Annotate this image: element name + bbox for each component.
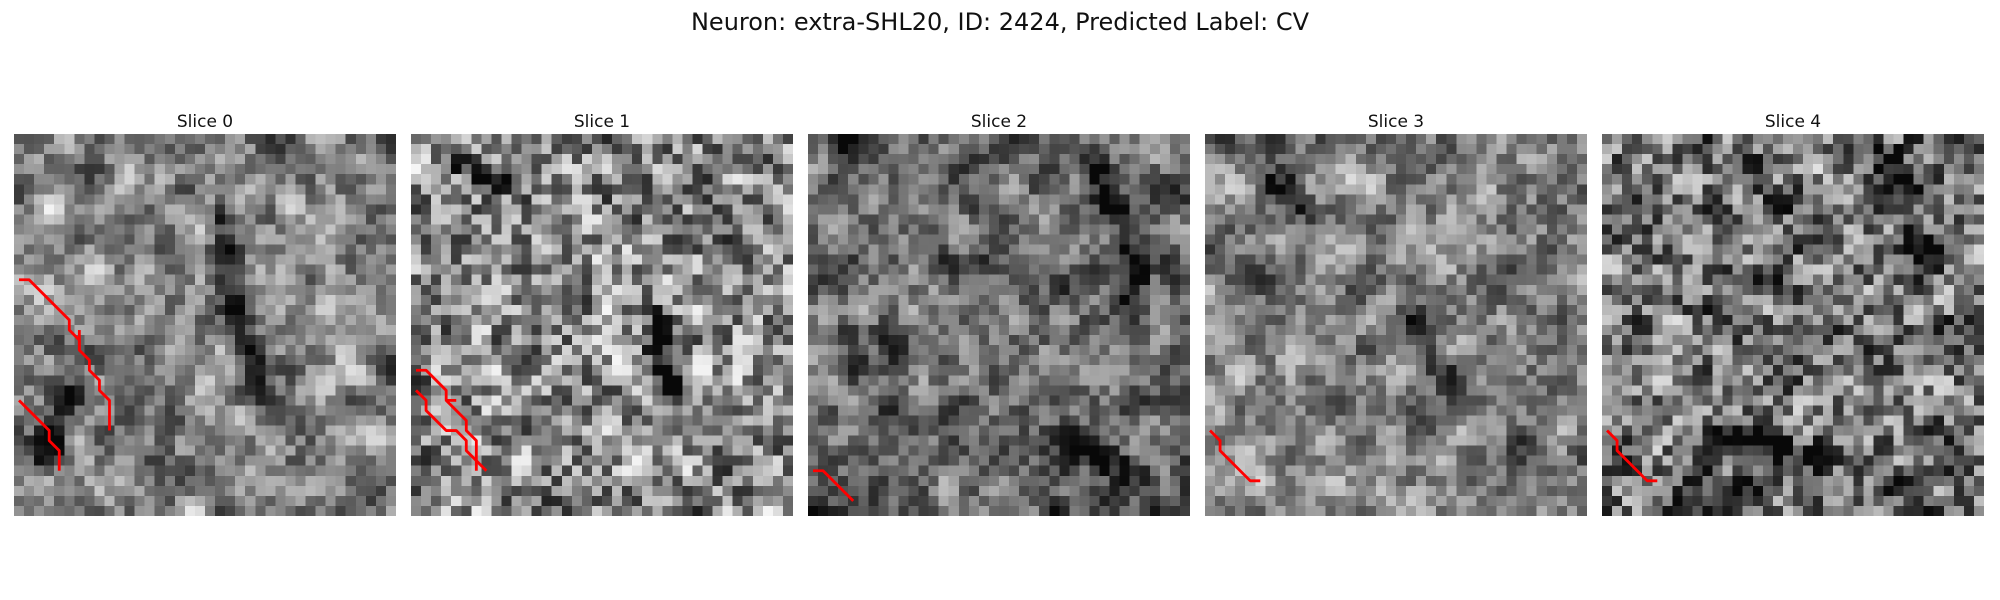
slice-title-4: Slice 4: [1764, 112, 1822, 132]
figure-title: Neuron: extra-SHL20, ID: 2424, Predicted…: [690, 8, 1310, 36]
slice-image-0: [14, 134, 396, 516]
slice-image-3: [1205, 134, 1587, 516]
overlay-trace-2-0: [813, 469, 855, 502]
overlay-trace-1-0: [416, 368, 478, 471]
overlay-trace-4-0: [1606, 429, 1658, 483]
slice-title-1: Slice 1: [573, 112, 631, 132]
slice-panel-4: Slice 4: [1602, 110, 1984, 516]
slice-title-2: Slice 2: [970, 112, 1028, 132]
slice-panel-1: Slice 1: [411, 110, 793, 516]
overlay-trace-0-1: [18, 399, 61, 471]
overlay-trace-0-0: [19, 278, 111, 431]
slice-title-0: Slice 0: [176, 112, 234, 132]
slice-title-3: Slice 3: [1367, 112, 1425, 132]
slice-image-2: [808, 134, 1190, 516]
overlay-trace-1-1: [415, 389, 488, 472]
slice-image-1: [411, 134, 793, 516]
overlay-trace-3-0: [1209, 429, 1261, 483]
slice-panel-0: Slice 0: [14, 110, 396, 516]
slice-panel-3: Slice 3: [1205, 110, 1587, 516]
slice-image-4: [1602, 134, 1984, 516]
slice-panel-2: Slice 2: [808, 110, 1190, 516]
